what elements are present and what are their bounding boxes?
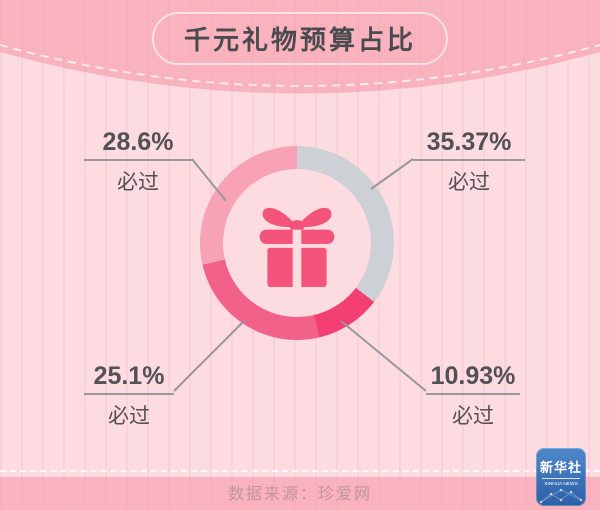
segment-sublabel: 必过 (117, 171, 159, 194)
logo-divider (542, 478, 580, 479)
segment-value-label: 35.37% (413, 128, 525, 161)
segment-value-label: 10.93% (426, 362, 520, 395)
donut-chart (200, 146, 394, 340)
callout-top-right: 35.37% 必过 (413, 128, 525, 196)
leader-line-bottom-left (173, 319, 246, 392)
callout-bottom-right: 10.93% 必过 (426, 362, 520, 430)
page-title: 千元礼物预算占比 (151, 12, 449, 65)
logo-english-name: XINHUA NEWS (544, 481, 578, 487)
segment-sublabel: 必过 (448, 171, 490, 194)
callout-top-left: 28.6% 必过 (84, 128, 192, 196)
logo-chinese-name: 新华社 (539, 460, 582, 475)
donut-center (223, 169, 371, 317)
gift-icon (259, 207, 335, 287)
logo-network-motif (539, 488, 583, 504)
segment-sublabel: 必过 (108, 405, 150, 428)
footer-dashed-divider (0, 470, 600, 472)
leader-line-top-right (370, 158, 414, 190)
segment-value-label: 25.1% (84, 362, 174, 395)
segment-value-label: 28.6% (84, 128, 192, 161)
data-source-text: 数据来源：珍爱网 (227, 486, 372, 503)
arch-dashed-line (0, 44, 600, 87)
leader-line-bottom-right (340, 320, 427, 392)
footer-band (0, 477, 600, 510)
callout-bottom-left: 25.1% 必过 (84, 362, 174, 430)
segment-sublabel: 必过 (452, 405, 494, 428)
xinhua-news-logo: 新华社 XINHUA NEWS (536, 448, 586, 506)
